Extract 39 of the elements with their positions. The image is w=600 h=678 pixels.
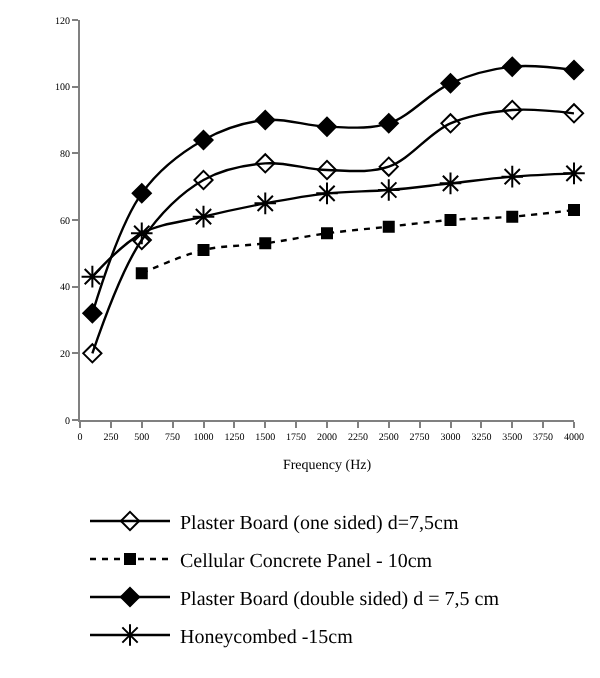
point (193, 129, 214, 151)
legend-label: Honeycombed -15cm (180, 626, 354, 649)
point (131, 229, 152, 251)
point (500, 164, 525, 189)
point (568, 204, 580, 216)
point (135, 267, 148, 280)
point (316, 116, 338, 137)
legend-label: Plaster Board (one sided) d=7,5cm (180, 512, 459, 535)
point (191, 204, 216, 229)
point (255, 153, 276, 174)
point (440, 113, 461, 134)
point (563, 103, 585, 124)
point (378, 156, 399, 177)
point (197, 244, 210, 256)
point (129, 221, 154, 246)
point (82, 343, 103, 364)
point (502, 99, 523, 121)
point (315, 181, 339, 206)
point (259, 237, 272, 250)
legend-label: Cellular Concrete Panel - 10cm (180, 550, 433, 573)
point (378, 113, 399, 134)
point (253, 191, 278, 216)
point (438, 171, 463, 196)
legend-label: Plaster Board (double sided) d = 7,5 cm (180, 588, 500, 611)
point (193, 169, 214, 191)
point (382, 220, 395, 233)
point (444, 214, 457, 226)
point (131, 183, 152, 204)
point (506, 210, 519, 223)
point (82, 303, 103, 324)
point (562, 161, 586, 186)
point (440, 73, 461, 94)
point (502, 56, 523, 77)
point (316, 159, 338, 181)
point (376, 178, 401, 202)
point (255, 109, 276, 131)
point (80, 264, 105, 289)
point (563, 59, 585, 81)
point (321, 227, 333, 240)
